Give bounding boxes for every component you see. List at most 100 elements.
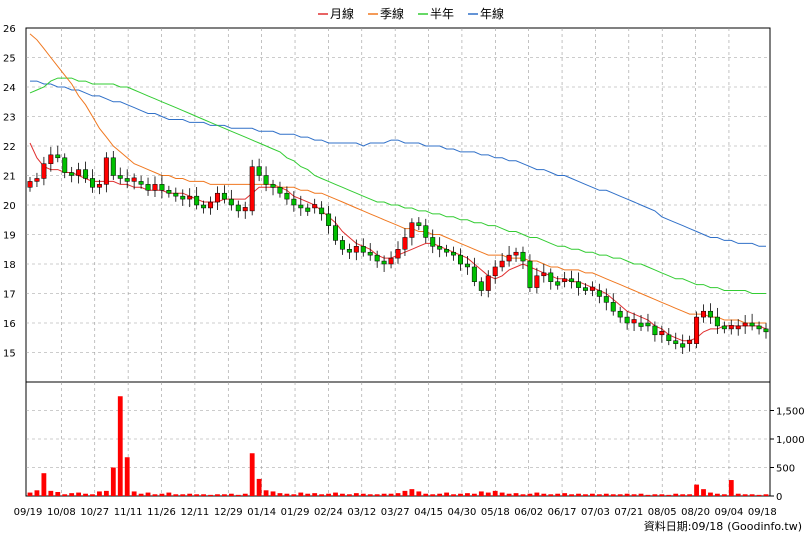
date-label-3: 11/11 (114, 507, 143, 518)
candle-0 (27, 176, 33, 192)
volume-bar-67 (492, 490, 498, 496)
candle-12 (110, 151, 116, 180)
volume-bar-70 (513, 493, 519, 496)
volume-bar-90 (652, 494, 658, 496)
price-tick-7: 22 (3, 142, 16, 153)
volume-bar-22 (180, 494, 186, 496)
volume-bar-33 (256, 478, 262, 496)
volume-bar-26 (208, 494, 213, 496)
candle-41 (312, 198, 318, 214)
volume-bar-87 (631, 494, 637, 496)
legend: 月線 季線 半年 年線 (318, 6, 504, 21)
candle-17 (145, 177, 151, 196)
date-label-5: 12/11 (180, 507, 209, 518)
date-label-7: 01/14 (247, 507, 276, 518)
volume-bar-104 (749, 494, 755, 496)
candle-79 (576, 272, 582, 296)
legend-label-1: 季線 (380, 6, 404, 21)
candle-59 (437, 237, 443, 258)
candle-16 (138, 175, 144, 189)
candle-68 (499, 253, 505, 272)
candle-9 (90, 169, 95, 193)
candle-19 (159, 175, 165, 199)
volume-bar-97 (701, 489, 706, 496)
date-label-8: 01/29 (281, 507, 310, 518)
volume-bar-83 (603, 493, 609, 496)
volume-bar-27 (215, 494, 220, 496)
volume-bar-47 (353, 493, 359, 496)
date-label-13: 04/30 (448, 507, 477, 518)
candle-101 (728, 319, 734, 335)
volume-bar-14 (124, 457, 130, 496)
data-date-value: 09/18 (692, 520, 724, 533)
candle-72 (527, 254, 533, 293)
candle-47 (353, 239, 359, 261)
candle-90 (652, 321, 658, 342)
candle-81 (589, 281, 595, 297)
volume-bar-10 (97, 491, 102, 496)
candle-25 (201, 200, 207, 214)
candle-40 (305, 203, 311, 216)
candle-105 (756, 321, 762, 335)
volume-bar-57 (423, 493, 429, 496)
candle-83 (603, 288, 609, 311)
volume-bar-89 (645, 494, 651, 496)
volume-bar-25 (201, 494, 206, 496)
candle-92 (666, 328, 672, 346)
candle-62 (458, 248, 463, 271)
date-label-14: 05/18 (481, 507, 510, 518)
volume-bar-50 (374, 494, 380, 496)
candle-33 (256, 158, 262, 182)
candle-55 (409, 218, 415, 246)
candle-46 (346, 243, 352, 259)
volume-bar-56 (416, 491, 422, 496)
volume-bar-12 (110, 467, 116, 496)
volume-bar-21 (173, 494, 179, 496)
candle-32 (249, 159, 255, 216)
date-label-0: 09/19 (14, 507, 43, 518)
candle-7 (76, 162, 82, 184)
volume-bar-100 (721, 494, 727, 496)
volume-bar-86 (624, 493, 630, 496)
candle-18 (152, 176, 158, 198)
price-tick-11: 26 (3, 24, 16, 35)
candle-82 (596, 283, 602, 304)
volume-bar-31 (242, 493, 248, 496)
volume-bar-43 (326, 493, 331, 496)
volume-bar-77 (562, 493, 568, 496)
volume-bar-29 (228, 493, 234, 496)
volume-bar-41 (312, 493, 318, 496)
candle-77 (562, 271, 568, 288)
price-tick-1: 16 (3, 319, 16, 330)
volume-bar-24 (194, 494, 200, 496)
volume-bar-18 (152, 494, 158, 496)
candle-73 (534, 267, 540, 294)
vol-tick-2: 1,000 (776, 435, 805, 446)
volume-bar-0 (27, 492, 33, 496)
candle-15 (131, 173, 137, 190)
volume-bar-75 (548, 494, 554, 496)
volume-bar-78 (569, 494, 574, 496)
candle-70 (513, 247, 519, 262)
candle-50 (374, 250, 380, 268)
candle-63 (464, 256, 470, 275)
volume-bar-17 (145, 492, 151, 496)
candle-21 (173, 187, 179, 202)
volume-bar-80 (583, 494, 588, 496)
volume-axis: 0 500 1,000 1,500 (770, 407, 805, 503)
volume-bar-95 (687, 494, 693, 496)
volume-bar-59 (437, 493, 443, 496)
volume-bar-76 (555, 493, 561, 496)
candle-14 (124, 169, 130, 189)
candle-44 (333, 216, 338, 245)
vol-tick-0: 0 (776, 492, 782, 503)
candle-26 (208, 196, 214, 215)
volume-bar-3 (48, 490, 54, 496)
volume-bar-15 (131, 491, 137, 496)
date-label-22: 09/18 (748, 507, 777, 518)
line-ma_year (30, 80, 766, 247)
price-tick-3: 18 (3, 260, 16, 271)
candle-2 (41, 156, 47, 186)
volume-bar-8 (83, 493, 88, 496)
